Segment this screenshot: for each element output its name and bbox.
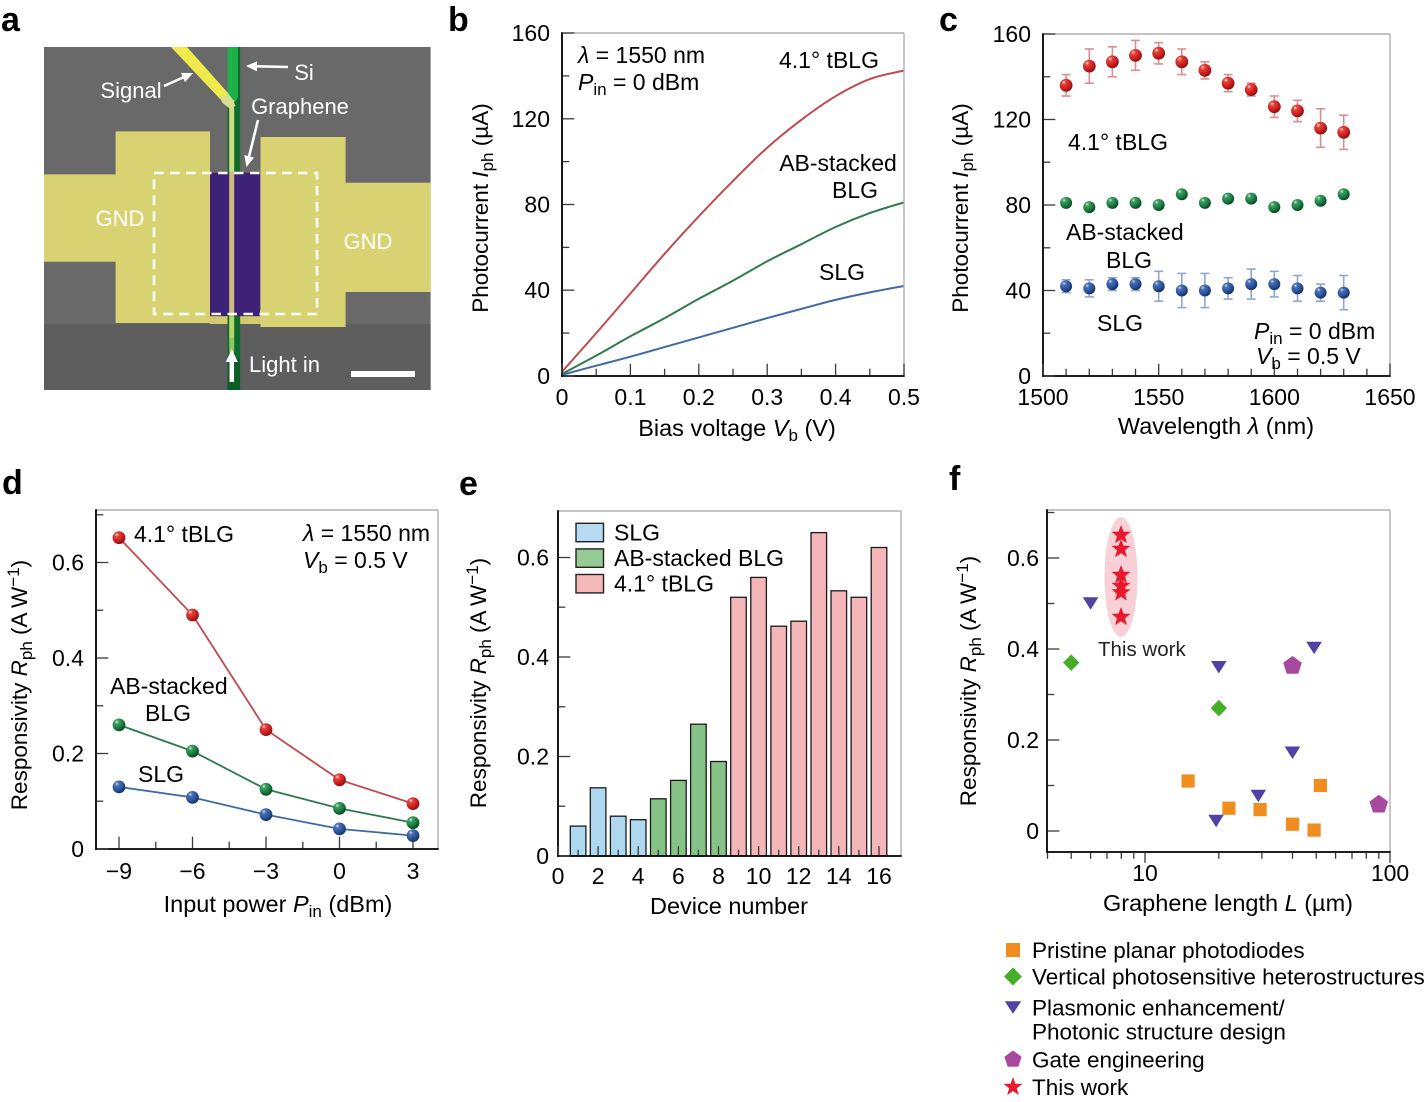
- svg-text:160: 160: [512, 20, 550, 46]
- svg-text:4.1° tBLG: 4.1° tBLG: [1068, 129, 1168, 155]
- svg-text:c: c: [939, 1, 958, 39]
- svg-text:1600: 1600: [1249, 384, 1300, 410]
- svg-text:SLG: SLG: [614, 520, 660, 546]
- svg-text:1550: 1550: [1133, 384, 1184, 410]
- svg-text:0.4: 0.4: [517, 644, 549, 670]
- svg-text:4.1° tBLG: 4.1° tBLG: [614, 571, 714, 597]
- svg-text:0.5: 0.5: [888, 384, 920, 410]
- svg-text:Graphene: Graphene: [251, 94, 349, 119]
- svg-text:0.4: 0.4: [820, 384, 852, 410]
- svg-text:Photonic structure design: Photonic structure design: [1032, 1020, 1286, 1045]
- svg-text:0.2: 0.2: [52, 741, 84, 767]
- svg-text:AB-stacked: AB-stacked: [110, 673, 228, 699]
- svg-text:4.1° tBLG: 4.1° tBLG: [134, 521, 234, 547]
- svg-text:Vb = 0.5 V: Vb = 0.5 V: [303, 547, 408, 577]
- svg-text:0.2: 0.2: [683, 384, 715, 410]
- svg-text:1500: 1500: [1017, 384, 1068, 410]
- svg-text:2: 2: [592, 863, 605, 889]
- svg-text:10: 10: [746, 863, 772, 889]
- svg-text:−9: −9: [106, 858, 132, 884]
- svg-text:BLG: BLG: [832, 177, 878, 203]
- svg-text:8: 8: [712, 863, 725, 889]
- svg-text:e: e: [459, 465, 478, 503]
- svg-text:Responsivity Rph (A W−1): Responsivity Rph (A W−1): [463, 558, 495, 808]
- svg-text:0.6: 0.6: [517, 545, 549, 571]
- svg-text:0.4: 0.4: [1007, 636, 1039, 662]
- svg-text:0.1: 0.1: [614, 384, 646, 410]
- svg-text:80: 80: [524, 192, 550, 218]
- svg-text:Pin = 0 dBm: Pin = 0 dBm: [1254, 318, 1375, 348]
- svg-text:Device number: Device number: [650, 893, 808, 919]
- svg-text:12: 12: [786, 863, 812, 889]
- svg-text:Pin = 0 dBm: Pin = 0 dBm: [578, 69, 699, 99]
- svg-text:AB-stacked BLG: AB-stacked BLG: [614, 545, 784, 571]
- svg-text:f: f: [949, 460, 961, 498]
- svg-text:14: 14: [826, 863, 852, 889]
- svg-text:d: d: [2, 464, 23, 502]
- svg-text:Photocurrent Iph (µA): Photocurrent Iph (µA): [948, 103, 977, 312]
- svg-text:40: 40: [1005, 278, 1031, 304]
- svg-text:0: 0: [71, 836, 84, 862]
- svg-text:GND: GND: [344, 229, 393, 254]
- svg-text:Responsivity Rph (A W−1): Responsivity Rph (A W−1): [953, 556, 985, 806]
- svg-text:Vb = 0.5 V: Vb = 0.5 V: [1256, 343, 1361, 373]
- svg-text:−3: −3: [253, 858, 279, 884]
- svg-text:10: 10: [1132, 860, 1158, 886]
- svg-text:6: 6: [672, 863, 685, 889]
- svg-text:Signal: Signal: [100, 78, 161, 103]
- svg-text:1650: 1650: [1364, 384, 1415, 410]
- svg-text:120: 120: [512, 106, 550, 132]
- svg-text:0: 0: [556, 384, 569, 410]
- svg-text:Wavelength λ (nm): Wavelength λ (nm): [1118, 413, 1314, 439]
- svg-text:λ = 1550 nm: λ = 1550 nm: [576, 42, 705, 68]
- svg-text:SLG: SLG: [1097, 310, 1143, 336]
- svg-text:0: 0: [1018, 363, 1031, 389]
- svg-text:Bias voltage Vb (V): Bias voltage Vb (V): [638, 415, 836, 445]
- svg-text:4.1° tBLG: 4.1° tBLG: [779, 47, 879, 73]
- svg-text:0.3: 0.3: [751, 384, 783, 410]
- svg-text:80: 80: [1005, 192, 1031, 218]
- svg-text:−6: −6: [179, 858, 205, 884]
- svg-text:0: 0: [552, 863, 565, 889]
- svg-text:0.6: 0.6: [52, 550, 84, 576]
- svg-text:BLG: BLG: [1106, 247, 1152, 273]
- svg-text:BLG: BLG: [145, 700, 191, 726]
- svg-text:0.2: 0.2: [1007, 727, 1039, 753]
- svg-text:0: 0: [1026, 818, 1039, 844]
- svg-text:160: 160: [993, 21, 1031, 47]
- svg-text:0: 0: [333, 858, 346, 884]
- svg-text:40: 40: [524, 277, 550, 303]
- svg-text:Input power Pin (dBm): Input power Pin (dBm): [164, 891, 393, 921]
- svg-text:Photocurrent Iph (µA): Photocurrent Iph (µA): [468, 103, 497, 312]
- svg-text:GND: GND: [96, 206, 145, 231]
- svg-text:Gate engineering: Gate engineering: [1032, 1048, 1205, 1073]
- svg-text:AB-stacked: AB-stacked: [1066, 219, 1184, 245]
- svg-text:Si: Si: [294, 60, 314, 85]
- svg-text:Plasmonic enhancement/: Plasmonic enhancement/: [1032, 996, 1285, 1021]
- svg-text:This work: This work: [1098, 638, 1186, 661]
- svg-text:120: 120: [993, 107, 1031, 133]
- svg-text:AB-stacked: AB-stacked: [779, 150, 897, 176]
- svg-text:0.2: 0.2: [517, 744, 549, 770]
- svg-text:Graphene length L (µm): Graphene length L (µm): [1103, 890, 1353, 916]
- svg-text:0.4: 0.4: [52, 645, 84, 671]
- svg-text:Responsivity Rph (A W−1): Responsivity Rph (A W−1): [4, 560, 36, 810]
- svg-text:This work: This work: [1032, 1075, 1129, 1100]
- svg-text:Pristine planar photodiodes: Pristine planar photodiodes: [1032, 938, 1305, 963]
- svg-text:0: 0: [536, 843, 549, 869]
- svg-text:λ = 1550 nm: λ = 1550 nm: [301, 520, 430, 546]
- svg-text:16: 16: [866, 863, 892, 889]
- svg-text:4: 4: [632, 863, 645, 889]
- svg-text:a: a: [1, 1, 21, 39]
- svg-text:SLG: SLG: [819, 259, 865, 285]
- svg-text:3: 3: [407, 858, 420, 884]
- svg-text:100: 100: [1371, 860, 1409, 886]
- svg-text:SLG: SLG: [138, 761, 184, 787]
- svg-text:0.6: 0.6: [1007, 545, 1039, 571]
- svg-text:0: 0: [537, 363, 550, 389]
- svg-text:Vertical photosensitive hetero: Vertical photosensitive heterostructures: [1032, 965, 1425, 990]
- svg-text:Light in: Light in: [249, 352, 320, 377]
- svg-text:b: b: [448, 1, 469, 39]
